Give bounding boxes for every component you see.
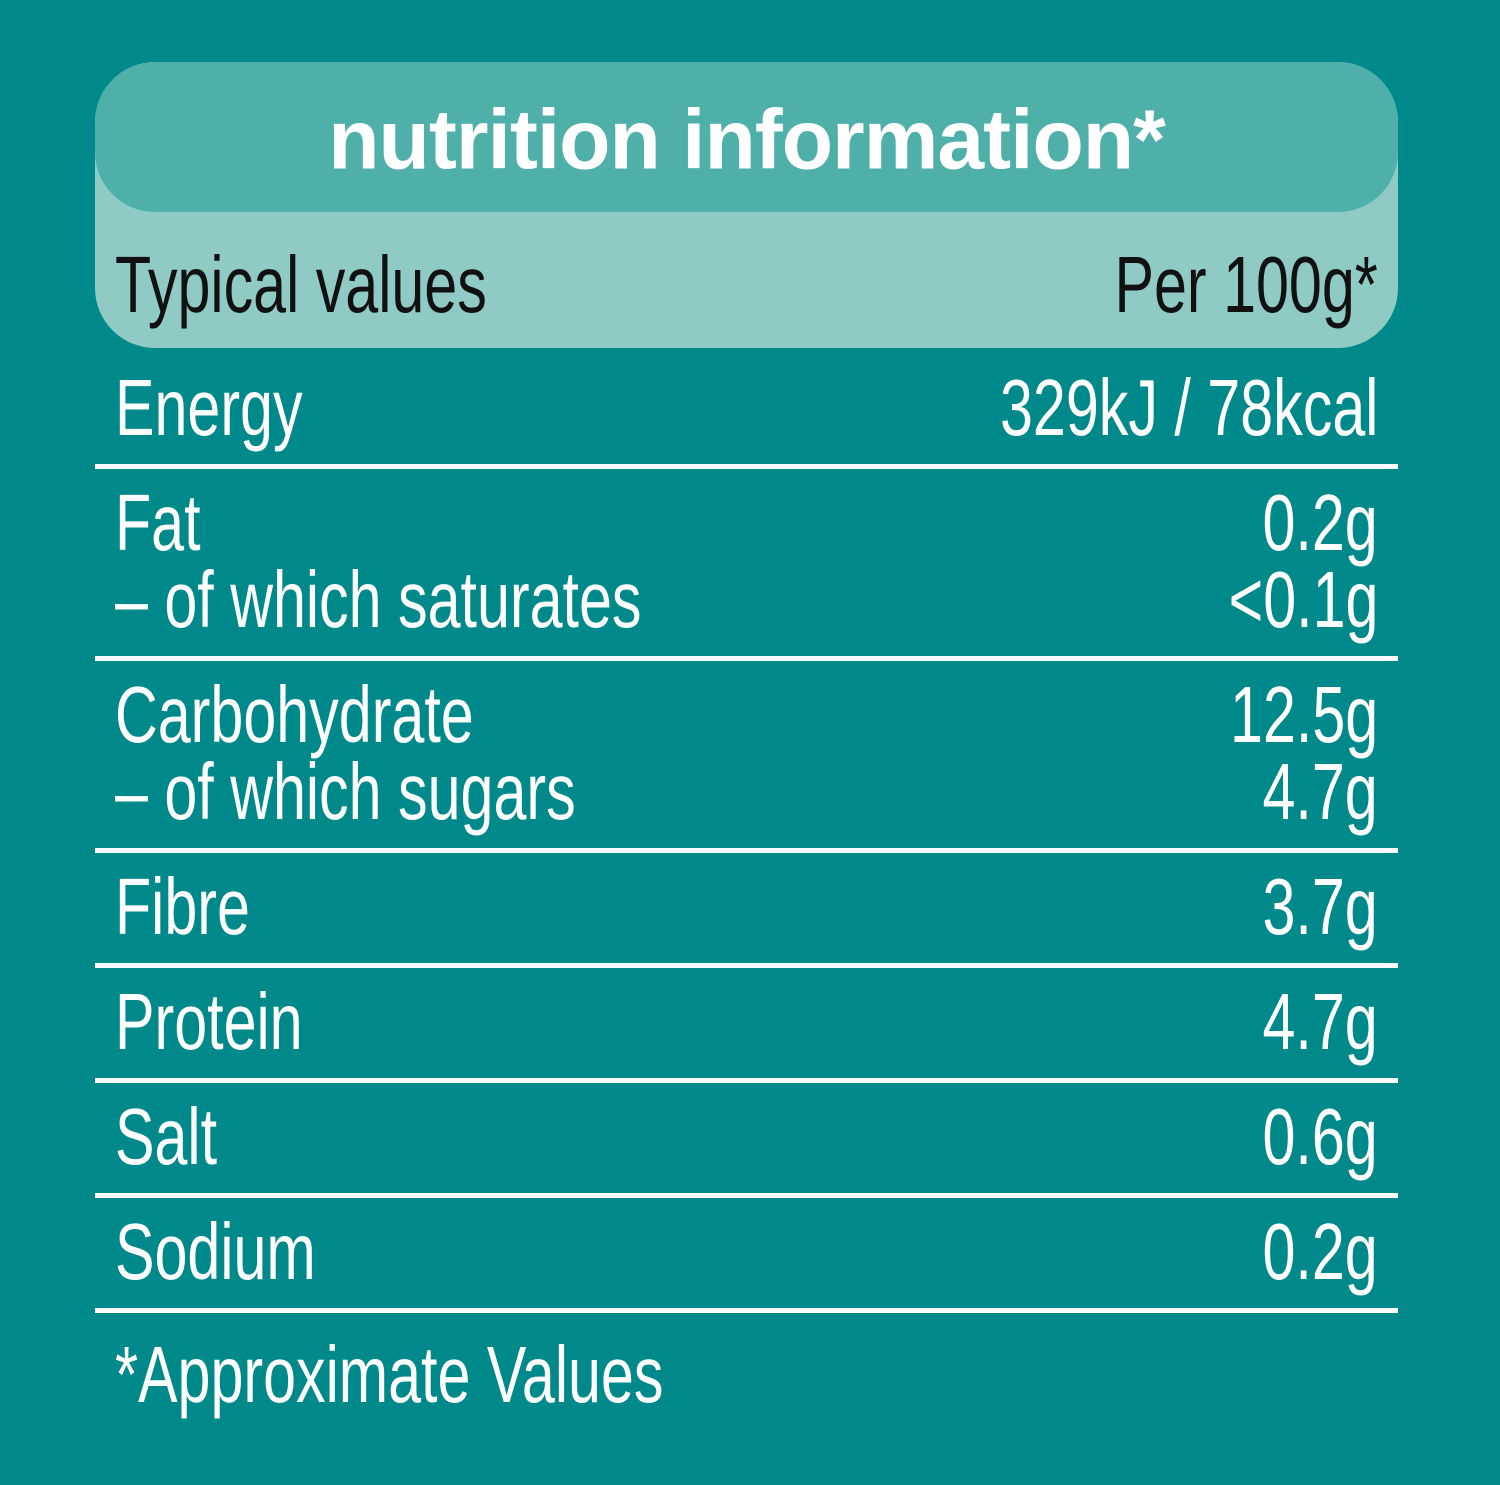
- separator: [95, 963, 1398, 968]
- footnote: *Approximate Values: [115, 1330, 664, 1419]
- separator: [95, 656, 1398, 661]
- column-value: Per 100g*: [1114, 240, 1378, 329]
- row-value: 0.2g: [1262, 478, 1378, 567]
- row-label: Salt: [115, 1092, 218, 1181]
- row-value: <0.1g: [1228, 555, 1378, 644]
- row-label: Fibre: [115, 862, 250, 951]
- separator: [95, 464, 1398, 469]
- row-label: Carbohydrate: [115, 670, 474, 759]
- column-label: Typical values: [115, 240, 487, 329]
- row-value: 12.5g: [1229, 670, 1378, 759]
- separator: [95, 1078, 1398, 1083]
- row-label: Fat: [115, 478, 201, 567]
- row-label: – of which saturates: [115, 555, 642, 644]
- separator: [95, 1308, 1398, 1313]
- separator: [95, 1193, 1398, 1198]
- separator: [95, 848, 1398, 853]
- row-label: – of which sugars: [115, 747, 576, 836]
- row-value: 329kJ / 78kcal: [999, 363, 1378, 452]
- row-label: Sodium: [115, 1207, 316, 1296]
- row-value: 0.2g: [1262, 1207, 1378, 1296]
- row-label: Energy: [115, 363, 303, 452]
- title: nutrition information*: [328, 92, 1166, 187]
- row-value: 3.7g: [1262, 862, 1378, 951]
- header-box: nutrition information*: [95, 62, 1398, 348]
- row-label: Protein: [115, 977, 303, 1066]
- row-value: 0.6g: [1262, 1092, 1378, 1181]
- row-value: 4.7g: [1262, 977, 1378, 1066]
- row-value: 4.7g: [1262, 747, 1378, 836]
- title-band: [95, 62, 1398, 212]
